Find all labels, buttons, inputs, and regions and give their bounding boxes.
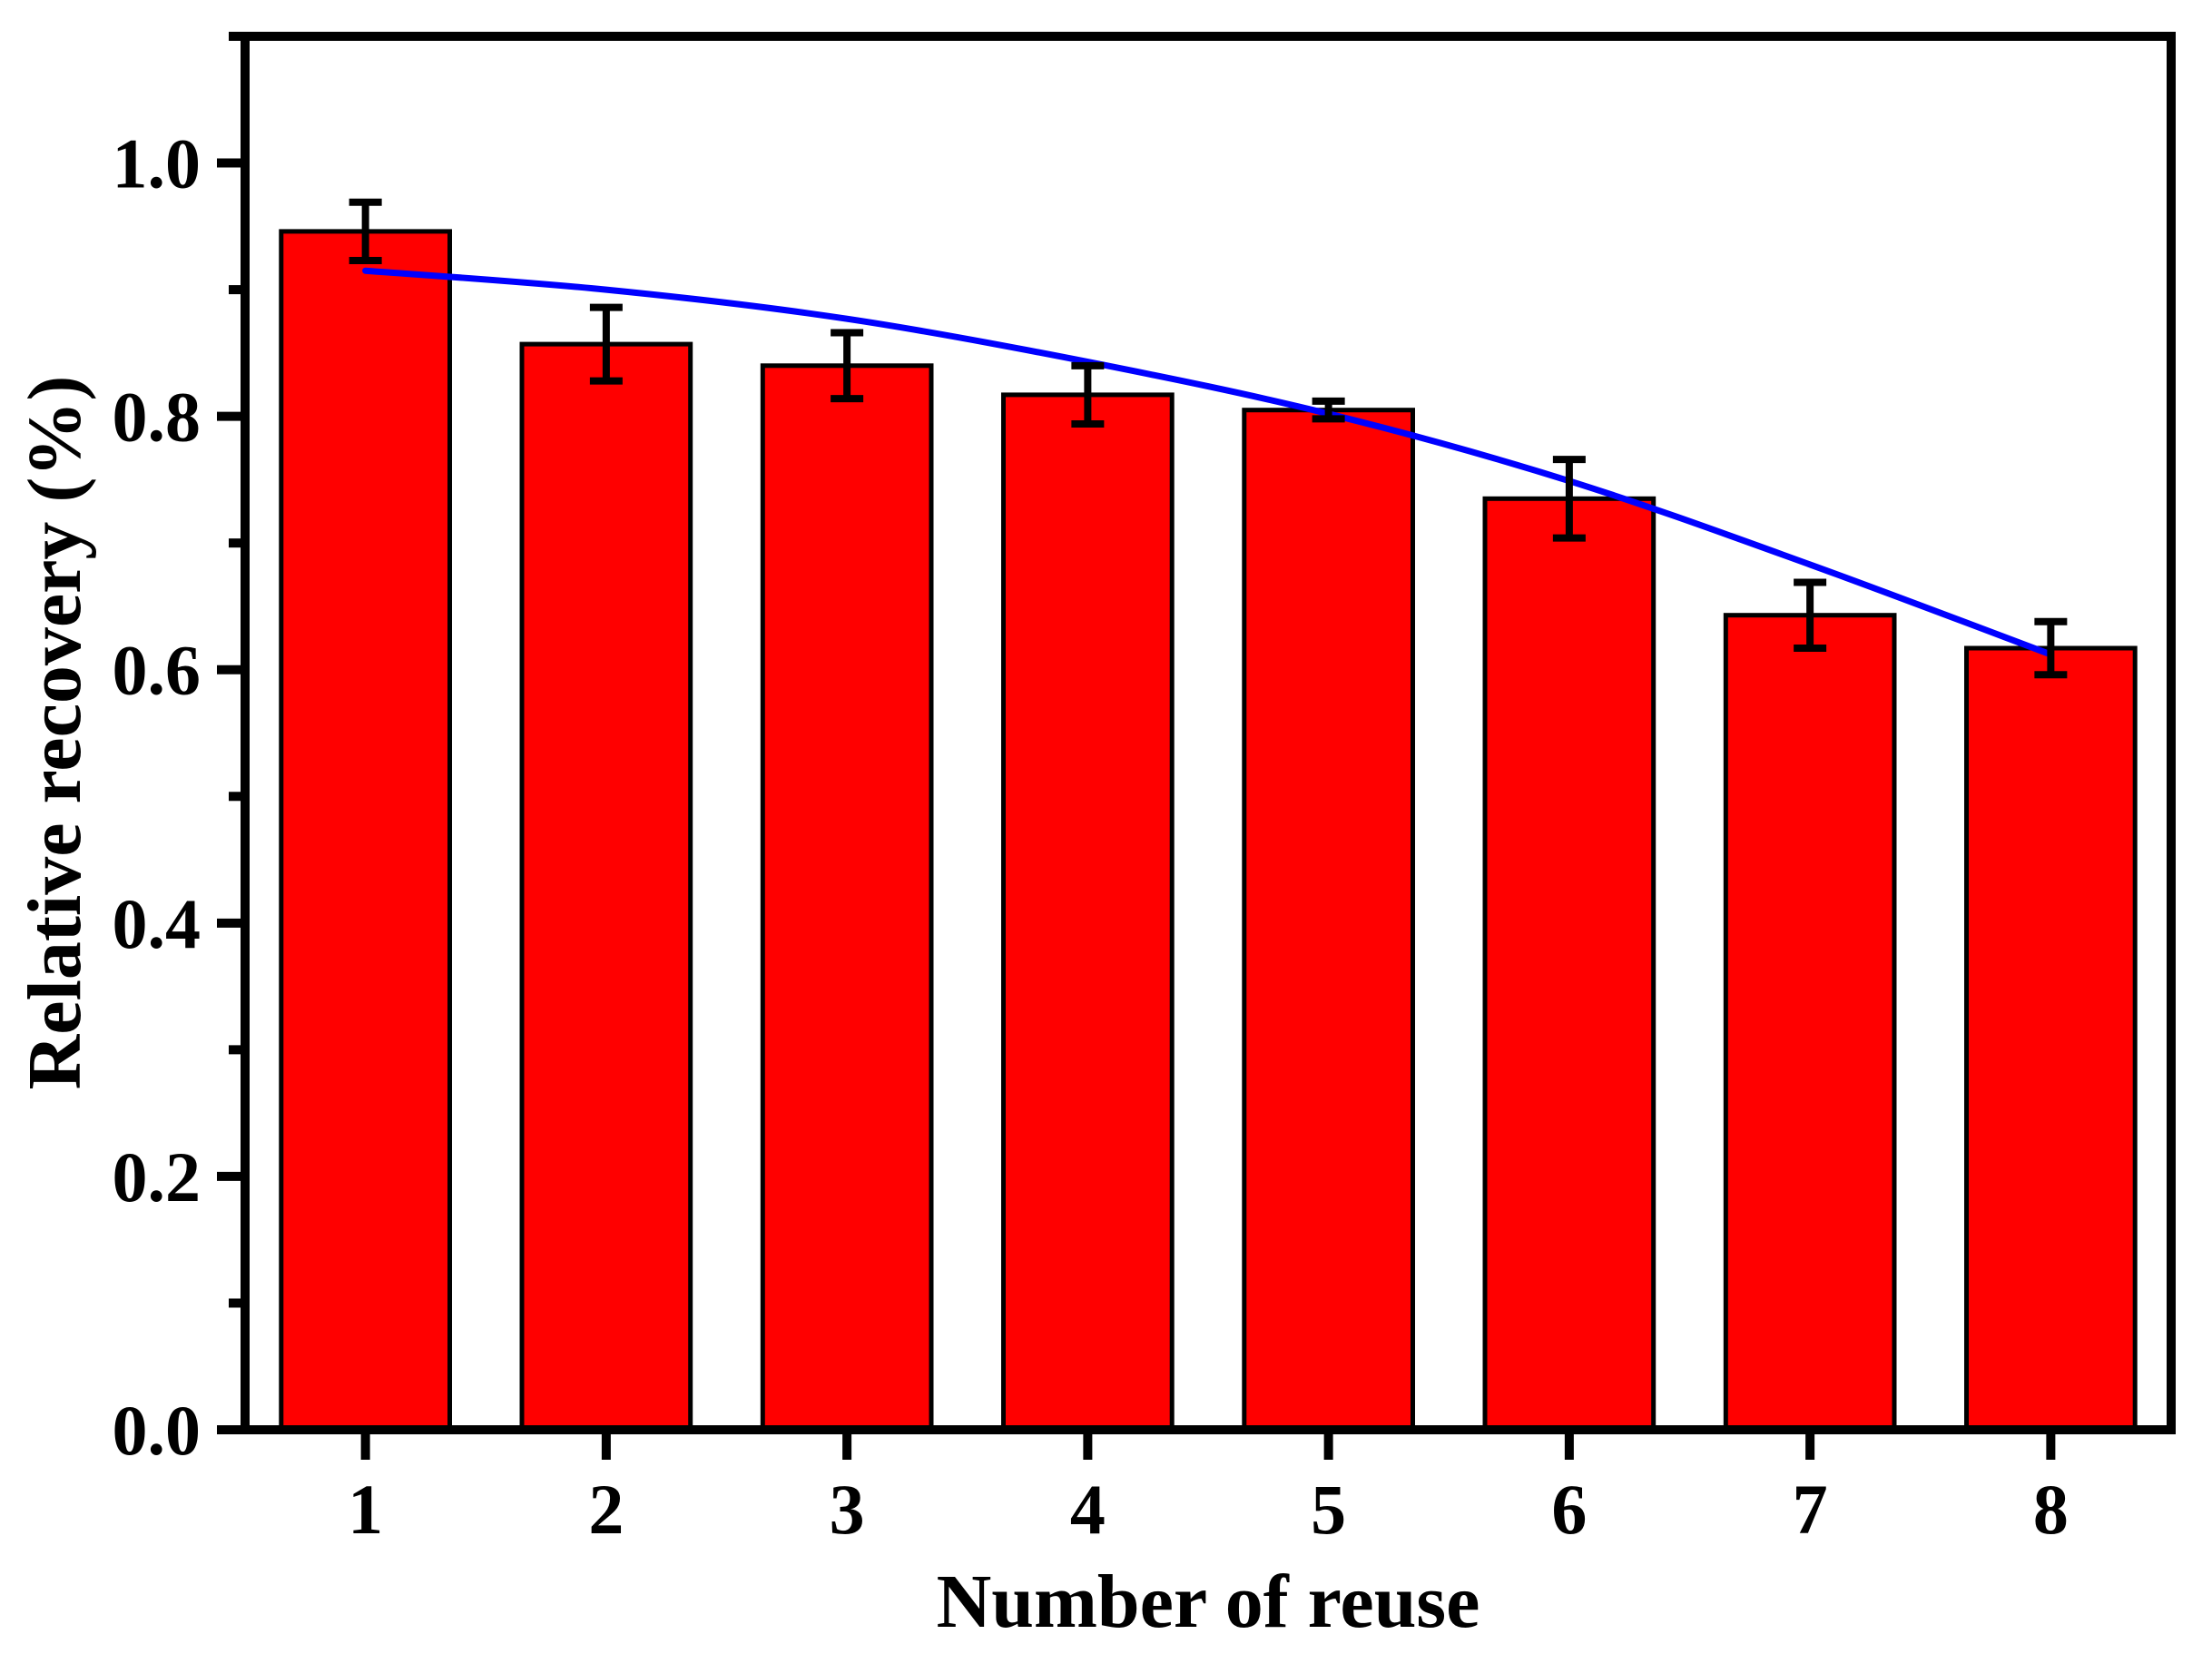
y-tick-label: 0.0 [113, 1391, 202, 1470]
x-tick-label: 5 [1311, 1470, 1346, 1549]
y-tick-label: 0.2 [113, 1137, 202, 1216]
x-axis-title: Number of reuse [937, 1560, 1480, 1644]
bars-group [279, 229, 2138, 1432]
x-tick-label: 4 [1070, 1470, 1106, 1549]
errorbars-group [349, 198, 2068, 679]
x-tick-label: 7 [1793, 1470, 1828, 1549]
bar [1242, 408, 1416, 1432]
x-tick-label: 6 [1551, 1470, 1587, 1549]
bar [1964, 645, 2138, 1432]
bar [1723, 613, 1897, 1432]
bar [279, 229, 452, 1432]
plot-border [241, 32, 2176, 1434]
x-tick-label: 3 [830, 1470, 865, 1549]
y-tick-label: 1.0 [113, 124, 202, 203]
y-tick-label: 0.6 [113, 631, 202, 710]
plot-area: 0.0 0.2 0.4 0.6 0.8 1.0 1 2 3 4 5 6 7 8 [113, 32, 2176, 1549]
tick-labels-group: 0.0 0.2 0.4 0.6 0.8 1.0 1 2 3 4 5 6 7 8 [113, 124, 2069, 1549]
x-tick-label: 2 [588, 1470, 624, 1549]
y-tick-label: 0.8 [113, 378, 202, 457]
x-tick-label: 8 [2033, 1470, 2069, 1549]
bar [1482, 496, 1657, 1432]
bar [519, 341, 693, 1432]
y-axis-title: Relative recovery (%) [13, 376, 97, 1090]
x-tick-label: 1 [348, 1470, 383, 1549]
axes-group [217, 32, 2176, 1460]
y-tick-label: 0.4 [113, 884, 202, 963]
trend-line [362, 267, 2054, 658]
bar [760, 363, 934, 1432]
bar [1001, 392, 1175, 1432]
